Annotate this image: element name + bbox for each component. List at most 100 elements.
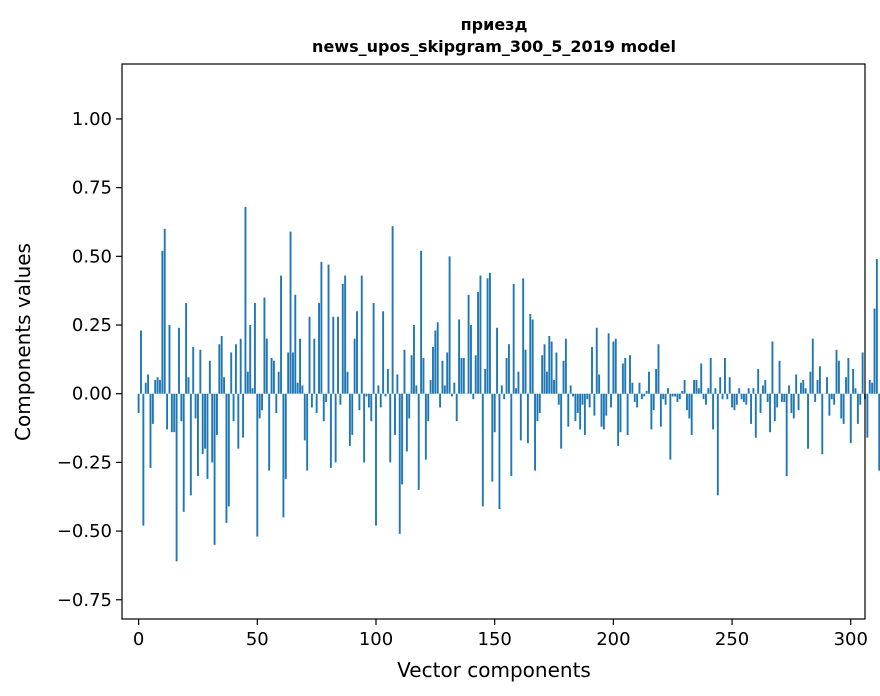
bar-38 <box>227 393 230 507</box>
bar-250 <box>731 393 734 408</box>
bar-148 <box>488 272 491 394</box>
bar-123 <box>429 379 432 394</box>
bar-0 <box>137 393 140 413</box>
bar-75 <box>315 393 318 413</box>
bar-78 <box>322 393 325 422</box>
bar-279 <box>799 382 802 394</box>
bar-152 <box>498 393 501 510</box>
bar-221 <box>662 393 665 400</box>
bar-208 <box>631 382 634 394</box>
bar-34 <box>218 344 221 394</box>
bar-303 <box>856 393 859 424</box>
bar-259 <box>752 388 755 394</box>
bar-267 <box>771 341 774 394</box>
bar-158 <box>512 283 515 394</box>
bar-287 <box>818 366 821 394</box>
bar-300 <box>849 393 852 444</box>
bar-298 <box>845 377 847 394</box>
bar-7 <box>154 379 157 394</box>
bar-297 <box>842 393 845 424</box>
bar-89 <box>348 393 351 446</box>
bar-196 <box>602 393 605 430</box>
bar-14 <box>170 393 173 433</box>
bar-173 <box>548 336 551 394</box>
bar-292 <box>830 393 833 400</box>
bar-119 <box>420 250 423 394</box>
bar-178 <box>560 393 563 449</box>
bar-266 <box>769 393 771 433</box>
bar-174 <box>550 341 553 394</box>
bar-172 <box>545 371 548 394</box>
bar-110 <box>398 393 401 534</box>
bar-3 <box>144 382 147 394</box>
bar-141 <box>472 393 475 400</box>
bar-36 <box>223 377 226 394</box>
bar-195 <box>600 393 603 427</box>
bar-294 <box>835 349 838 394</box>
y-tick-label: −0.50 <box>57 521 112 542</box>
bar-46 <box>246 371 249 394</box>
bar-207 <box>629 355 631 394</box>
bar-37 <box>225 393 228 523</box>
bar-256 <box>745 393 748 405</box>
chart-title-line1: приезд <box>461 15 528 34</box>
bar-206 <box>626 393 629 435</box>
bar-185 <box>576 393 579 413</box>
x-axis-label: Vector components <box>397 658 591 682</box>
bar-284 <box>811 338 814 394</box>
bar-40 <box>232 393 235 422</box>
bar-51 <box>258 393 261 419</box>
y-axis-ticks: −0.75 −0.50 −0.25 0.00 0.25 0.50 0.75 1.00 <box>57 109 122 611</box>
bar-299 <box>847 357 850 394</box>
bar-132 <box>451 393 453 397</box>
bar-214 <box>645 390 648 394</box>
bar-28 <box>204 393 207 449</box>
bar-220 <box>659 393 662 427</box>
bar-61 <box>282 393 285 518</box>
bar-263 <box>761 385 764 394</box>
bar-290 <box>826 377 828 394</box>
bar-82 <box>332 316 335 394</box>
bar-189 <box>586 393 589 400</box>
bar-261 <box>757 368 760 394</box>
bar-115 <box>410 355 413 394</box>
bar-191 <box>591 347 593 394</box>
bar-239 <box>705 393 707 405</box>
bar-226 <box>674 393 677 397</box>
bar-182 <box>569 385 572 394</box>
bar-112 <box>403 349 406 394</box>
bar-120 <box>422 357 425 394</box>
bar-145 <box>481 393 484 507</box>
bar-167 <box>534 393 536 471</box>
bar-29 <box>206 393 209 479</box>
bar-302 <box>854 388 857 394</box>
bar-179 <box>562 360 565 394</box>
bar-99 <box>372 303 375 394</box>
bar-144 <box>479 275 482 394</box>
bar-209 <box>633 393 636 402</box>
bar-68 <box>299 338 301 394</box>
bar-248 <box>726 393 729 400</box>
bar-94 <box>360 275 363 394</box>
bar-201 <box>614 338 617 394</box>
bar-218 <box>655 368 658 394</box>
bar-215 <box>648 371 650 394</box>
bar-130 <box>446 352 449 394</box>
bar-77 <box>320 261 323 394</box>
bar-142 <box>474 355 477 394</box>
bar-288 <box>821 393 824 455</box>
bar-43 <box>239 338 242 394</box>
bar-31 <box>211 393 214 463</box>
y-tick-label: −0.25 <box>57 452 112 473</box>
x-tick-label: 0 <box>133 629 144 650</box>
bar-293 <box>833 393 836 405</box>
bar-150 <box>493 393 496 433</box>
bar-157 <box>510 393 513 477</box>
bar-255 <box>742 393 745 402</box>
bar-205 <box>624 357 627 394</box>
bar-90 <box>351 393 354 435</box>
bar-12 <box>166 393 169 430</box>
bar-104 <box>384 393 387 397</box>
bar-223 <box>667 388 669 394</box>
bar-16 <box>175 393 178 562</box>
